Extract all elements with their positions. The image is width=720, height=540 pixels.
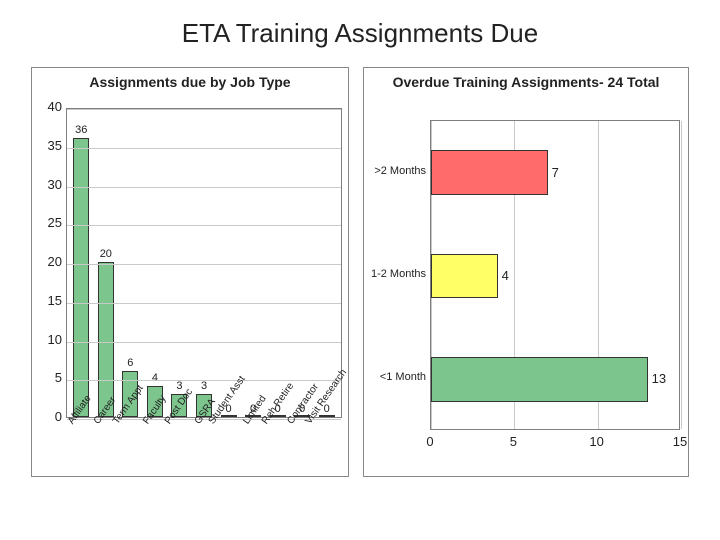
bar-slot: 0 [216, 109, 241, 417]
bar-value-label: 6 [127, 357, 133, 369]
bar-value-label: 3 [201, 380, 207, 392]
hbar-value-label: 7 [552, 165, 559, 180]
y-tick-label: 40 [38, 99, 62, 114]
y-tick-label: 0 [38, 409, 62, 424]
bar-rect [319, 415, 335, 417]
bar-slot: 36 [69, 109, 94, 417]
gridline [67, 380, 341, 381]
x-tick-label: Visit Research [317, 420, 342, 472]
y-tick-label: 15 [38, 293, 62, 308]
gridline [67, 303, 341, 304]
bar-slot: 4 [143, 109, 168, 417]
left-chart-plot: 3620643300000 [66, 108, 342, 418]
hbar-rect [431, 150, 548, 194]
x-tick-label: 15 [670, 434, 690, 449]
x-tick-label: Post Doc [166, 420, 191, 472]
bar-value-label: 36 [75, 124, 87, 136]
bar-rect [73, 138, 89, 417]
gridline [67, 148, 341, 149]
y-tick-label: 20 [38, 254, 62, 269]
bar-slot: 0 [290, 109, 315, 417]
gridline [67, 342, 341, 343]
x-tick-label: Affiliate [66, 420, 91, 472]
y-tick-label: 10 [38, 332, 62, 347]
gridline [681, 121, 682, 429]
bar-slot: 20 [94, 109, 119, 417]
bar-slot: 0 [314, 109, 339, 417]
hbar-value-label: 4 [502, 268, 509, 283]
bar-rect [98, 262, 114, 417]
right-chart-title: Overdue Training Assignments- 24 Total [364, 68, 688, 94]
hbar-rect [431, 254, 498, 298]
panel-overdue: Overdue Training Assignments- 24 Total 7… [363, 67, 689, 477]
bar-slot: 3 [167, 109, 192, 417]
x-tick-label: Career [91, 420, 116, 472]
left-chart-bars: 3620643300000 [67, 109, 341, 417]
x-tick-label: Term Appt [116, 420, 141, 472]
x-tick-label: Faculty [141, 420, 166, 472]
gridline [67, 225, 341, 226]
y-tick-label: 5 [38, 370, 62, 385]
hbar-rect [431, 357, 648, 401]
panels: Assignments due by Job Type 362064330000… [0, 67, 720, 477]
left-chart-title: Assignments due by Job Type [32, 68, 348, 94]
x-tick-label: GSRA [191, 420, 216, 472]
x-tick-label: Limited [242, 420, 267, 472]
hbar-value-label: 13 [652, 371, 666, 386]
category-label: >2 Months [370, 165, 426, 177]
category-label: 1-2 Months [370, 268, 426, 280]
x-tick-label: 0 [420, 434, 440, 449]
bar-value-label: 3 [176, 380, 182, 392]
category-label: <1 Month [370, 371, 426, 383]
x-tick-label: 10 [587, 434, 607, 449]
bar-value-label: 4 [152, 372, 158, 384]
right-chart-plot: 7 4 13 [430, 120, 680, 430]
page-title: ETA Training Assignments Due [0, 0, 720, 49]
x-tick-label: 5 [503, 434, 523, 449]
x-tick-label: Student Asst [217, 420, 242, 472]
bar-slot: 6 [118, 109, 143, 417]
y-tick-label: 35 [38, 138, 62, 153]
bar-value-label: 20 [100, 248, 112, 260]
panel-job-type: Assignments due by Job Type 362064330000… [31, 67, 349, 477]
gridline [67, 109, 341, 110]
bar-slot: 0 [241, 109, 266, 417]
left-chart-xlabels: AffiliateCareerTerm ApptFacultyPost DocG… [66, 420, 342, 472]
x-tick-label: Contractor [292, 420, 317, 472]
bar-slot: 0 [265, 109, 290, 417]
y-tick-label: 30 [38, 177, 62, 192]
gridline [67, 187, 341, 188]
gridline [67, 264, 341, 265]
y-tick-label: 25 [38, 215, 62, 230]
x-tick-label: Reh Retire [267, 420, 292, 472]
bar-slot: 3 [192, 109, 217, 417]
